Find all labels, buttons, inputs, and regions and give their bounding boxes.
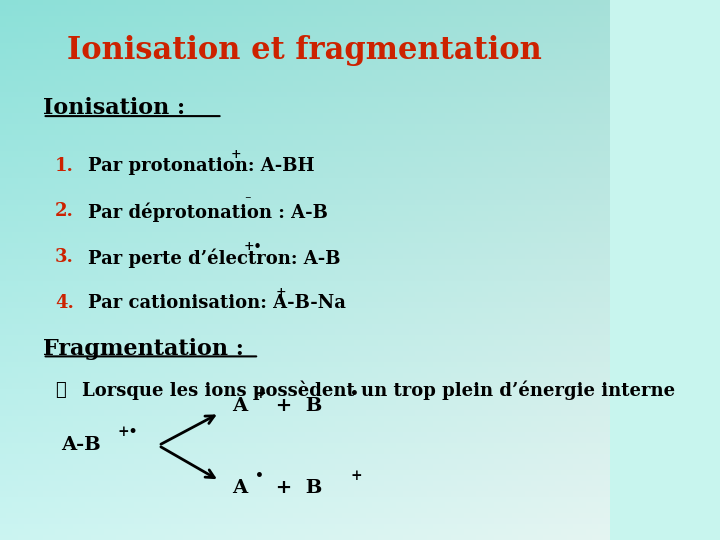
Text: Par protonation: A-BH: Par protonation: A-BH (89, 157, 315, 174)
Text: •: • (255, 469, 264, 483)
Text: •: • (351, 387, 359, 401)
Text: ⁻: ⁻ (244, 194, 251, 207)
Text: 1.: 1. (55, 157, 73, 174)
Text: Par déprotonation : A-B: Par déprotonation : A-B (89, 202, 328, 222)
Text: Ionisation et fragmentation: Ionisation et fragmentation (68, 35, 542, 66)
Text: Fragmentation :: Fragmentation : (42, 338, 243, 360)
Text: 3.: 3. (55, 248, 73, 266)
Text: A-B: A-B (61, 436, 101, 455)
Text: +•: +• (244, 240, 262, 253)
Text: A: A (232, 397, 247, 415)
Text: ➤: ➤ (55, 381, 66, 399)
Text: +  B: + B (269, 478, 323, 497)
Text: Par cationisation: A-B-Na: Par cationisation: A-B-Na (89, 294, 346, 312)
Text: Par perte d’électron: A-B: Par perte d’électron: A-B (89, 248, 341, 268)
Text: +: + (230, 148, 241, 161)
Text: Lorsque les ions possèdent un trop plein d’énergie interne: Lorsque les ions possèdent un trop plein… (82, 381, 675, 400)
Text: 2.: 2. (55, 202, 73, 220)
Text: +  B: + B (269, 397, 323, 415)
Text: Ionisation :: Ionisation : (42, 97, 185, 119)
Text: +: + (351, 469, 362, 483)
Text: +: + (255, 387, 266, 401)
Text: 4.: 4. (55, 294, 73, 312)
Text: A: A (232, 478, 247, 497)
Text: +: + (276, 286, 286, 299)
Text: +•: +• (117, 425, 138, 439)
